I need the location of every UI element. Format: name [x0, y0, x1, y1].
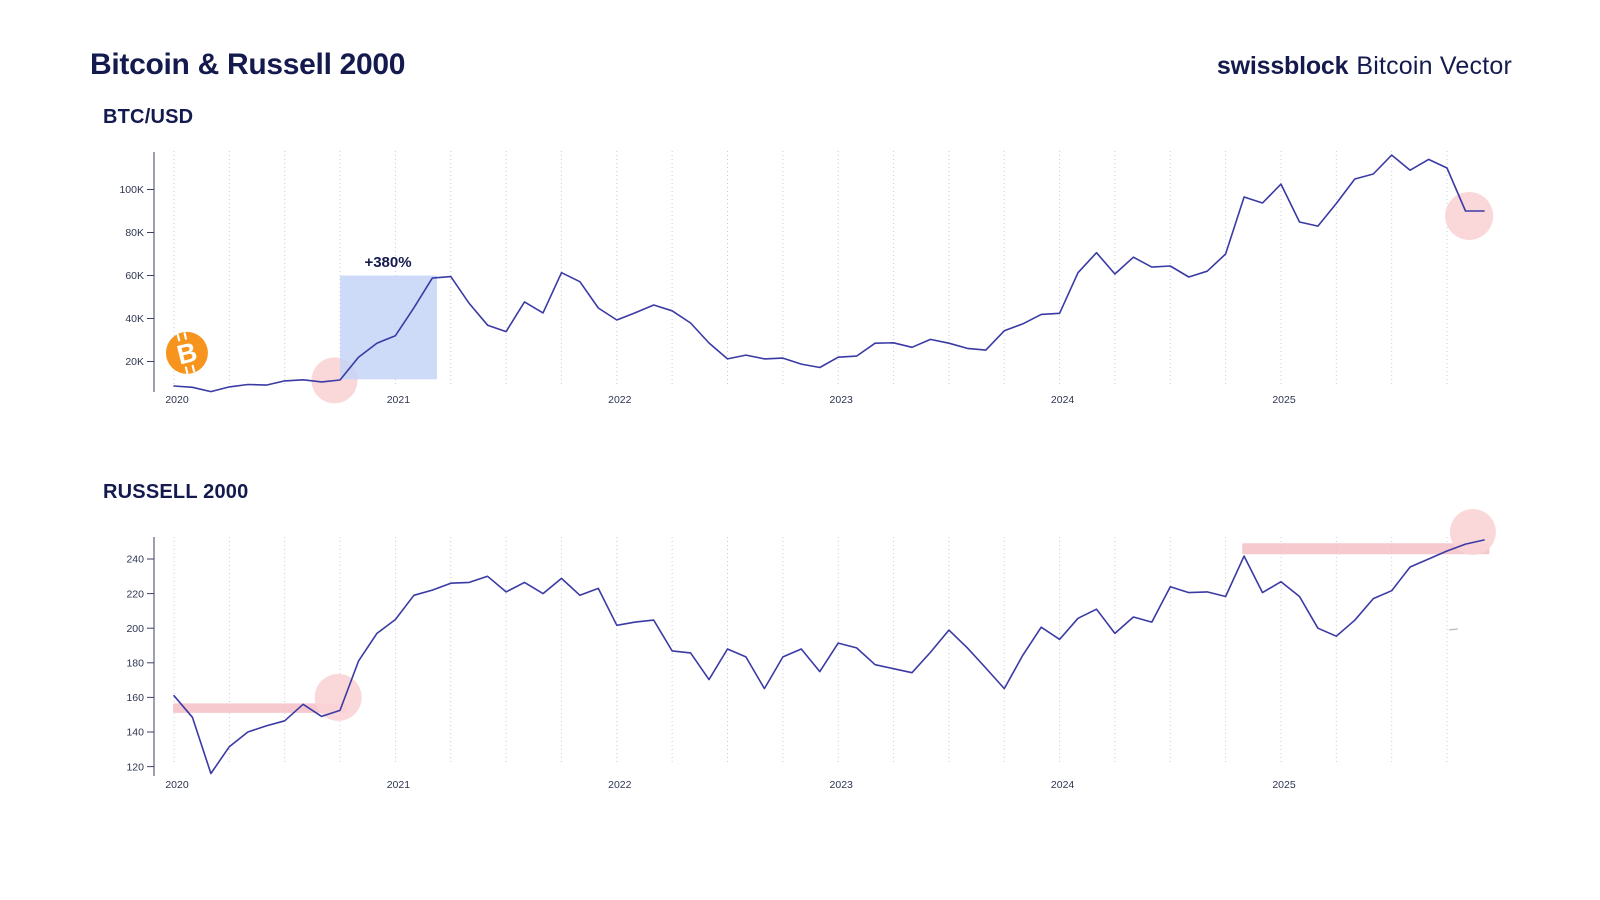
y-tick-label: 240	[126, 554, 144, 566]
y-tick-label: 120	[126, 761, 144, 773]
highlight-circle	[1445, 191, 1494, 240]
x-tick-label: 2023	[830, 394, 854, 406]
x-tick-label: 2021	[387, 779, 411, 791]
highlight-circle	[1449, 509, 1496, 556]
bitcoin-icon: B	[165, 331, 208, 375]
y-tick-label: 40K	[125, 313, 144, 325]
brand-product-name: Bitcoin Vector	[1356, 52, 1512, 80]
y-tick-label: 160	[126, 692, 144, 704]
chart-title-btc-usd: BTC/USD	[103, 106, 194, 128]
x-tick-label: 2025	[1272, 394, 1296, 406]
x-axis: 2020 2021 2022 2023 2024 2025	[165, 779, 1296, 791]
y-tick-label: 200	[126, 623, 144, 635]
chart-title-russell-2000: RUSSELL 2000	[103, 481, 249, 503]
highlight-circle	[314, 673, 362, 721]
price-line	[173, 154, 1485, 393]
btc-usd-chart: 20K 40K 60K 80K 100K 2020 2021 2022 2023 2024 2025…	[119, 151, 1494, 406]
x-tick-label: 2022	[608, 779, 632, 791]
x-tick-label: 2020	[165, 779, 189, 791]
x-tick-label: 2023	[830, 779, 854, 791]
gain-highlight-box	[340, 275, 437, 380]
x-tick-label: 2021	[387, 394, 411, 406]
y-tick-label: 80K	[125, 227, 144, 239]
x-axis: 2020 2021 2022 2023 2024 2025	[165, 394, 1296, 406]
stray-dash-mark	[1448, 628, 1458, 631]
brand-name: swissblock	[1216, 52, 1349, 80]
y-tick-label: 180	[126, 657, 144, 669]
x-tick-label: 2022	[608, 394, 632, 406]
y-axis: 20K 40K 60K 80K 100K	[119, 152, 155, 392]
gain-percentage-label: +380%	[364, 254, 411, 271]
y-tick-label: 100K	[119, 184, 144, 196]
y-tick-label: 60K	[125, 270, 144, 282]
y-tick-label: 220	[126, 588, 144, 600]
y-tick-label: 20K	[125, 356, 144, 368]
annotations	[173, 509, 1496, 721]
annotations	[311, 191, 1494, 404]
y-tick-label: 140	[126, 727, 144, 739]
x-tick-label: 2024	[1051, 779, 1075, 791]
price-line	[173, 539, 1485, 775]
y-axis: 120 140 160 180 200 220 240	[126, 537, 155, 776]
x-tick-label: 2025	[1272, 779, 1296, 791]
level-band	[173, 703, 347, 713]
level-band	[1242, 543, 1490, 555]
brand-logo: swissblock Bitcoin Vector	[1217, 52, 1512, 81]
x-tick-label: 2024	[1051, 394, 1075, 406]
x-tick-label: 2020	[165, 394, 189, 406]
page-title: Bitcoin & Russell 2000	[90, 48, 406, 81]
